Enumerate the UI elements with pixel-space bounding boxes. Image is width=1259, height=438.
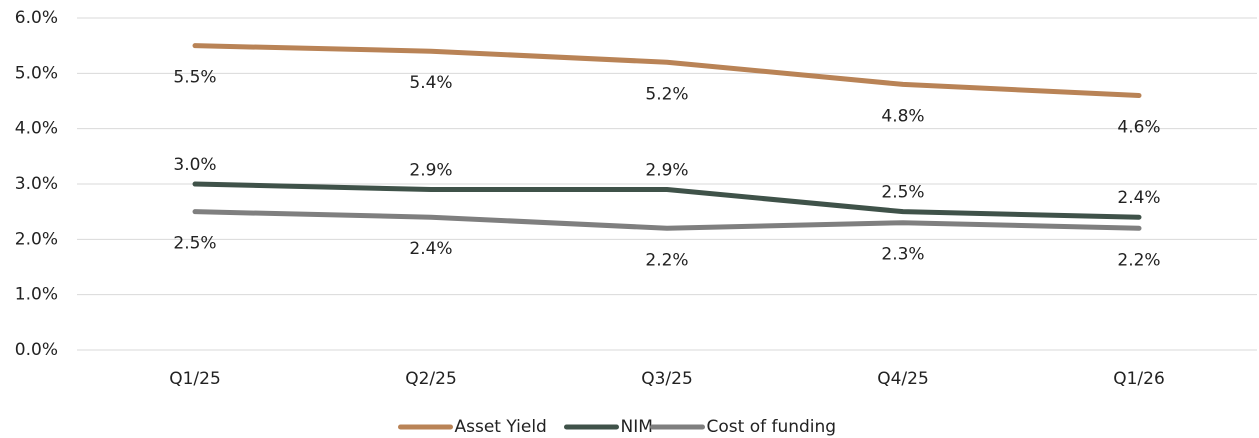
x-tick-label: Q3/25: [641, 369, 693, 389]
data-label: 2.3%: [881, 245, 924, 265]
x-tick-label: Q4/25: [877, 369, 929, 389]
y-tick-label: 5.0%: [15, 63, 58, 83]
line-series: [192, 209, 1142, 231]
data-label: 4.6%: [1117, 117, 1160, 137]
data-label: 5.5%: [173, 68, 216, 88]
x-tick-label: Q2/25: [405, 369, 457, 389]
y-tick-label: 4.0%: [15, 119, 58, 139]
x-tick-label: Q1/26: [1113, 369, 1165, 389]
line-series: [192, 43, 1142, 98]
data-label: 2.2%: [645, 250, 688, 270]
y-tick-label: 3.0%: [15, 174, 58, 194]
y-tick-label: 2.0%: [15, 229, 58, 249]
line-series: [192, 181, 1142, 220]
data-label: 2.4%: [409, 239, 452, 259]
data-label: 2.9%: [645, 161, 688, 181]
data-label: 4.8%: [881, 106, 924, 126]
x-tick-label: Q1/25: [169, 369, 221, 389]
legend-label: Cost of funding: [707, 417, 837, 437]
legend-label: Asset Yield: [455, 417, 547, 437]
y-tick-label: 1.0%: [15, 285, 58, 305]
data-label: 2.4%: [1117, 188, 1160, 208]
y-tick-label: 6.0%: [15, 8, 58, 28]
data-label: 3.0%: [173, 155, 216, 175]
data-label: 5.2%: [645, 84, 688, 104]
y-tick-label: 0.0%: [15, 340, 58, 360]
data-label: 2.9%: [409, 161, 452, 181]
data-label: 2.5%: [881, 183, 924, 203]
data-label: 2.5%: [173, 234, 216, 254]
data-label: 5.4%: [409, 73, 452, 93]
data-label: 2.2%: [1117, 250, 1160, 270]
legend-label: NIM: [621, 417, 653, 437]
